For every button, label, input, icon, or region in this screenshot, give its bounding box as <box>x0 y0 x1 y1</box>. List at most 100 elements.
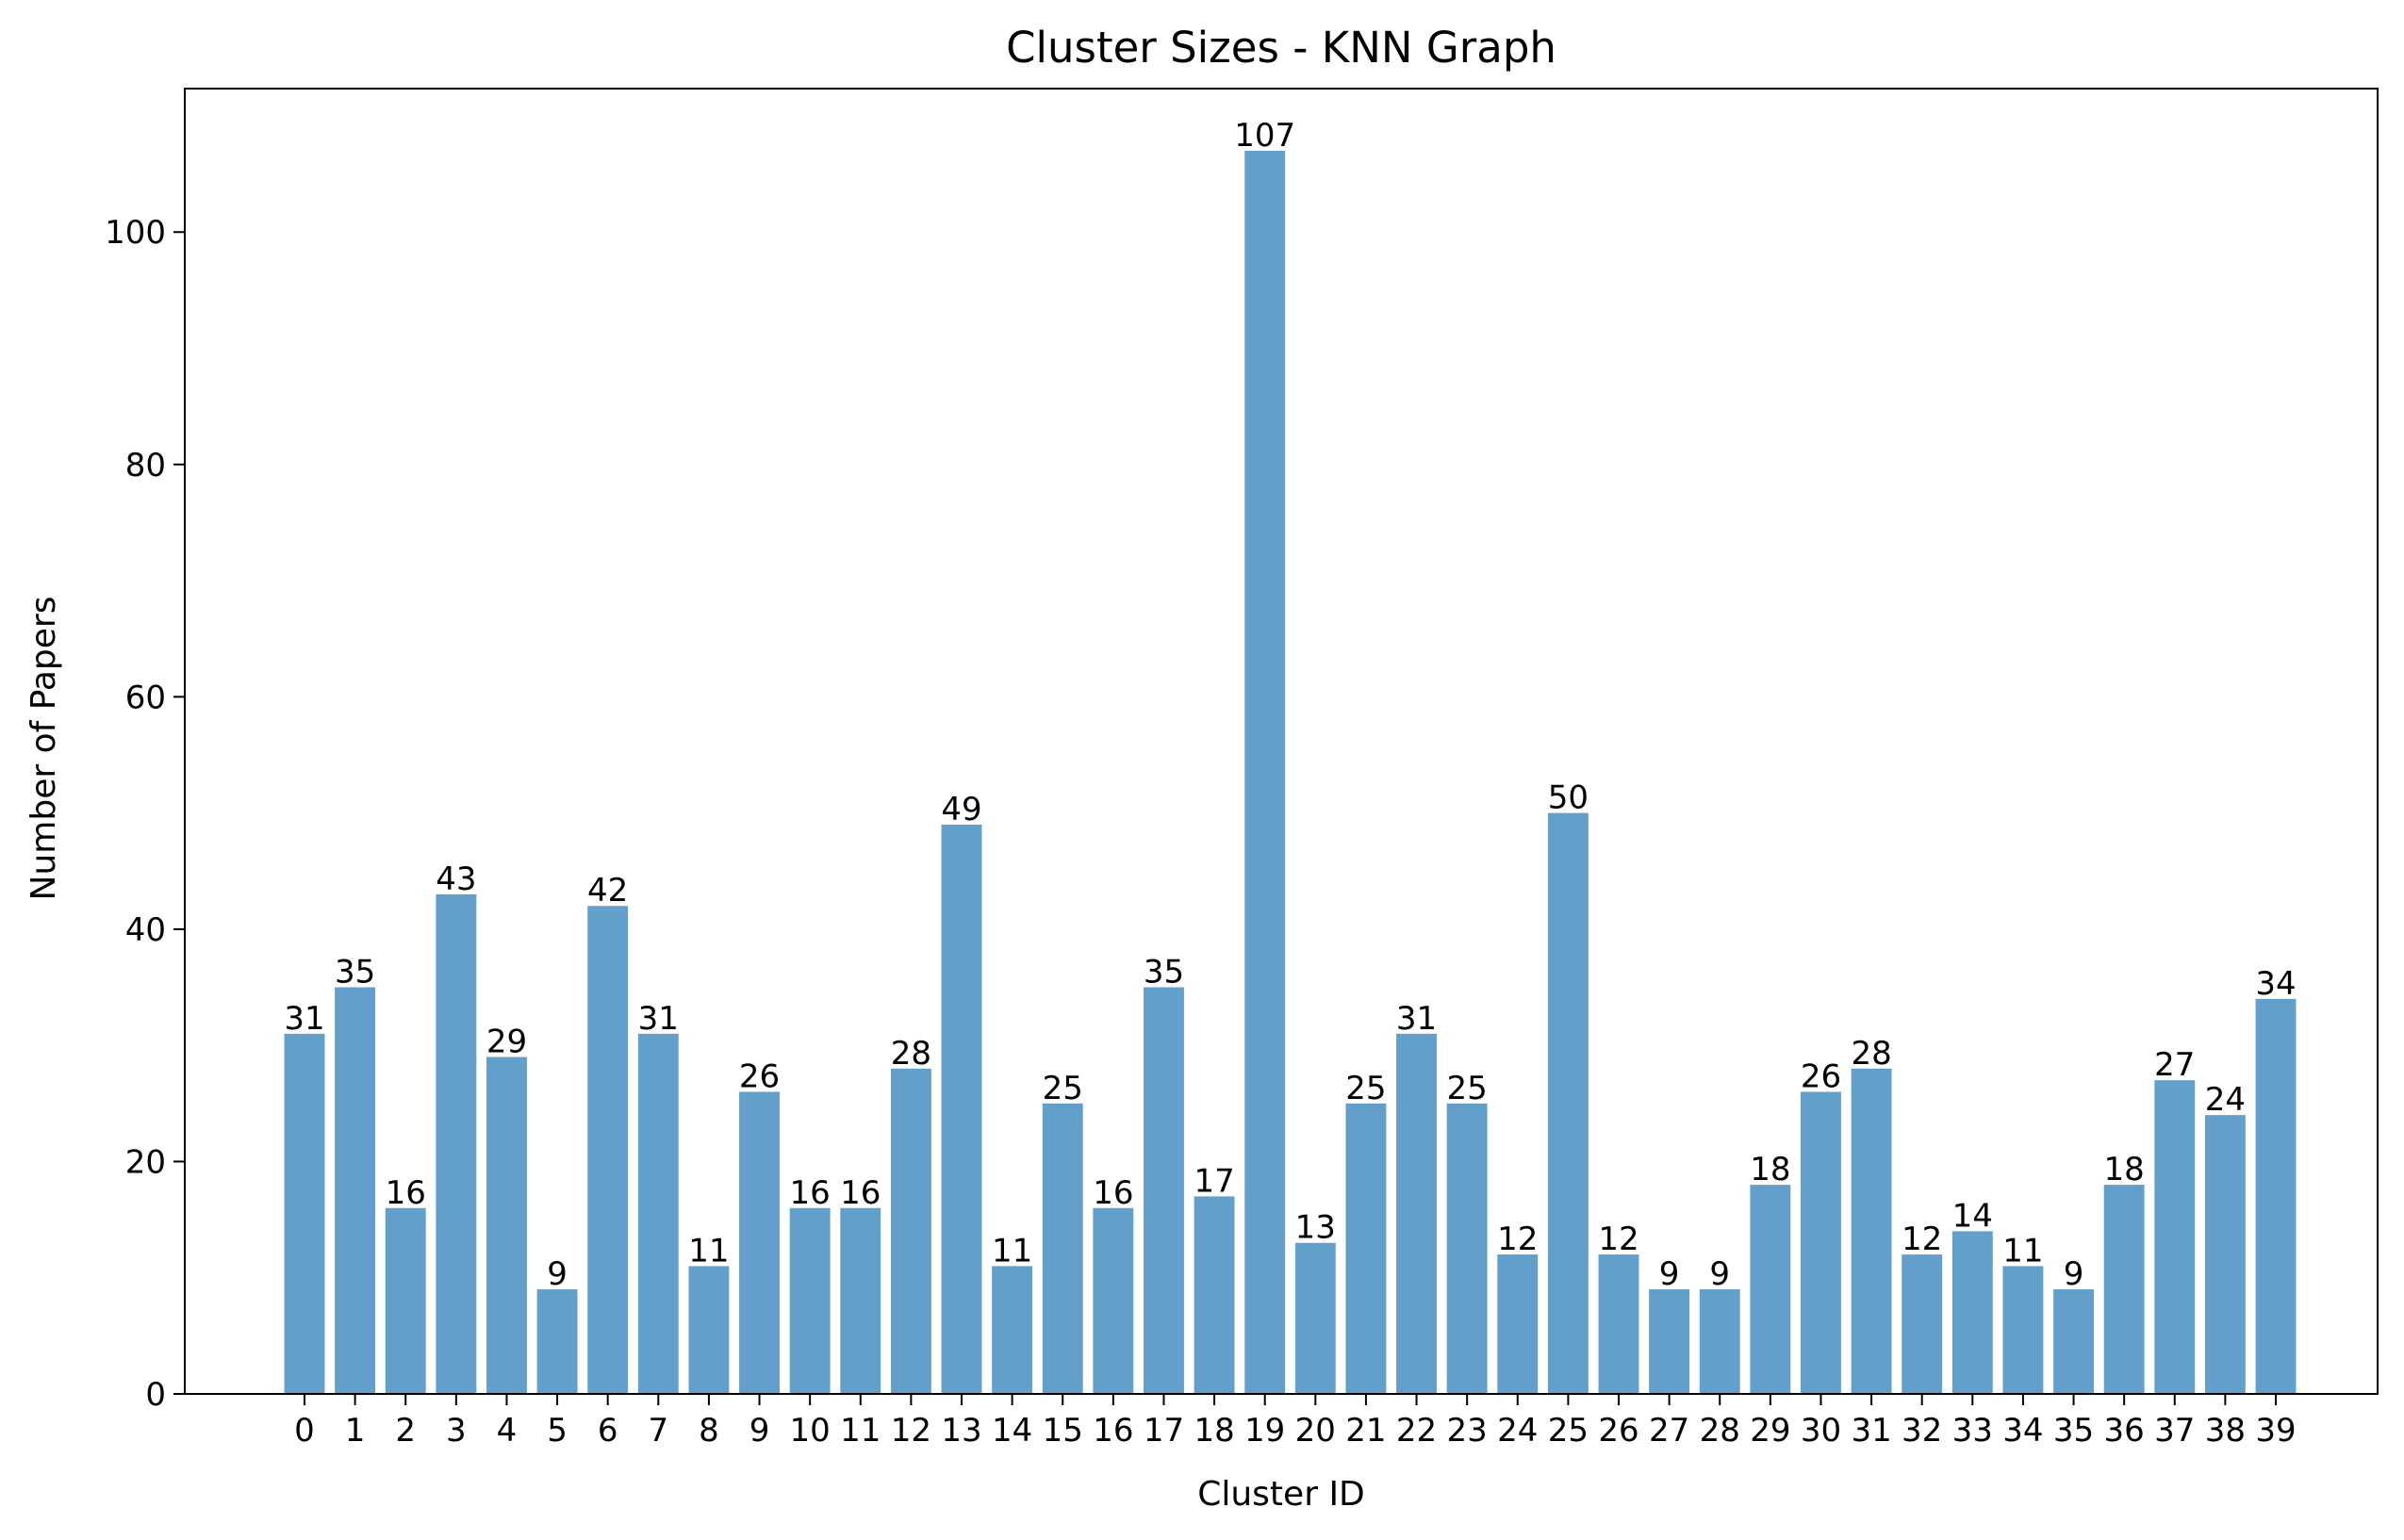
x-tick-label-26: 26 <box>1598 1412 1638 1450</box>
x-tick-label-12: 12 <box>891 1412 931 1450</box>
y-tick-label-100: 100 <box>105 214 166 252</box>
x-tick-label-36: 36 <box>2104 1412 2145 1450</box>
bar-9 <box>739 1091 780 1394</box>
data-label-16: 16 <box>1093 1174 1133 1212</box>
bar-19 <box>1244 150 1286 1394</box>
data-label-32: 12 <box>1902 1221 1942 1258</box>
bar-25 <box>1547 812 1589 1394</box>
x-tick-label-3: 3 <box>446 1412 467 1450</box>
bar-6 <box>587 906 629 1394</box>
data-label-28: 9 <box>1709 1255 1730 1293</box>
data-label-37: 27 <box>2154 1046 2195 1084</box>
y-axis-ticks: 0 20 40 60 80 100 <box>105 214 185 1414</box>
bar-36 <box>2103 1185 2145 1394</box>
data-label-24: 12 <box>1497 1221 1538 1258</box>
data-label-21: 25 <box>1345 1070 1386 1107</box>
bar-17 <box>1144 987 1184 1394</box>
bar-22 <box>1396 1033 1437 1394</box>
data-label-12: 28 <box>891 1035 931 1073</box>
bar-38 <box>2204 1115 2246 1394</box>
data-label-39: 34 <box>2255 965 2296 1003</box>
bar-23 <box>1446 1103 1488 1394</box>
x-tick-label-7: 7 <box>648 1412 668 1450</box>
x-tick-label-13: 13 <box>941 1412 981 1450</box>
x-tick-label-1: 1 <box>345 1412 366 1450</box>
data-label-8: 11 <box>688 1232 729 1270</box>
x-tick-label-31: 31 <box>1851 1412 1891 1450</box>
data-label-0: 31 <box>284 1000 324 1038</box>
bar-10 <box>789 1207 831 1394</box>
bar-2 <box>385 1207 426 1394</box>
data-label-34: 11 <box>2002 1232 2043 1270</box>
bar-35 <box>2053 1289 2094 1394</box>
data-label-5: 9 <box>547 1255 568 1293</box>
bar-33 <box>1951 1231 1993 1394</box>
data-label-9: 26 <box>739 1057 780 1095</box>
data-label-27: 9 <box>1659 1255 1680 1293</box>
data-label-19: 107 <box>1234 117 1295 155</box>
data-label-1: 35 <box>335 954 375 991</box>
x-tick-label-16: 16 <box>1093 1412 1133 1450</box>
x-tick-label-24: 24 <box>1497 1412 1538 1450</box>
x-tick-label-5: 5 <box>547 1412 568 1450</box>
bar-16 <box>1093 1207 1134 1394</box>
bar-0 <box>284 1033 325 1394</box>
x-tick-label-8: 8 <box>699 1412 719 1450</box>
x-tick-label-38: 38 <box>2205 1412 2246 1450</box>
bar-12 <box>890 1068 931 1394</box>
x-tick-label-17: 17 <box>1144 1412 1184 1450</box>
y-axis-label: Number of Papers <box>25 597 63 901</box>
x-tick-label-35: 35 <box>2053 1412 2094 1450</box>
data-label-20: 13 <box>1295 1209 1336 1247</box>
data-label-13: 49 <box>941 791 981 828</box>
data-label-38: 24 <box>2205 1081 2246 1119</box>
data-label-31: 28 <box>1851 1035 1891 1073</box>
x-tick-label-21: 21 <box>1345 1412 1386 1450</box>
y-tick-label-20: 20 <box>125 1143 166 1181</box>
data-label-14: 11 <box>992 1232 1032 1270</box>
bar-18 <box>1194 1196 1235 1394</box>
x-tick-label-30: 30 <box>1801 1412 1841 1450</box>
x-tick-label-25: 25 <box>1548 1412 1589 1450</box>
x-tick-label-15: 15 <box>1043 1412 1083 1450</box>
bar-13 <box>941 824 982 1394</box>
x-tick-label-14: 14 <box>992 1412 1032 1450</box>
bar-24 <box>1497 1254 1539 1394</box>
data-label-15: 25 <box>1043 1070 1083 1107</box>
bar-21 <box>1345 1103 1387 1394</box>
x-tick-label-32: 32 <box>1902 1412 1942 1450</box>
chart-title: Cluster Sizes - KNN Graph <box>1006 23 1556 73</box>
data-label-29: 18 <box>1750 1151 1790 1188</box>
x-tick-label-22: 22 <box>1396 1412 1437 1450</box>
bars-group <box>284 150 2297 1394</box>
y-tick-label-60: 60 <box>125 679 166 716</box>
x-tick-label-27: 27 <box>1649 1412 1689 1450</box>
x-tick-label-23: 23 <box>1447 1412 1488 1450</box>
bar-28 <box>1699 1289 1740 1394</box>
y-tick-label-0: 0 <box>145 1376 166 1414</box>
data-label-35: 9 <box>2064 1255 2084 1293</box>
bar-7 <box>637 1033 679 1394</box>
x-tick-label-0: 0 <box>294 1412 315 1450</box>
bar-34 <box>2002 1266 2044 1394</box>
x-tick-label-19: 19 <box>1244 1412 1285 1450</box>
y-tick-label-80: 80 <box>125 447 166 484</box>
x-axis-ticks: 0 1 2 3 4 5 6 7 8 9 10 11 12 13 14 15 16 17 18 19 20 21 22 23 24… <box>294 1394 2297 1450</box>
bar-27 <box>1649 1289 1690 1394</box>
x-tick-label-6: 6 <box>598 1412 618 1450</box>
data-label-2: 16 <box>386 1174 426 1212</box>
bar-31 <box>1851 1068 1892 1394</box>
bar-32 <box>1902 1254 1943 1394</box>
data-label-7: 31 <box>638 1000 679 1038</box>
bar-5 <box>536 1289 578 1394</box>
bar-4 <box>486 1057 527 1394</box>
data-label-18: 17 <box>1194 1162 1234 1200</box>
x-tick-label-33: 33 <box>1952 1412 1993 1450</box>
x-tick-label-10: 10 <box>790 1412 831 1450</box>
x-axis-label: Cluster ID <box>1197 1475 1365 1514</box>
data-label-25: 50 <box>1548 779 1589 817</box>
data-label-6: 42 <box>587 872 628 909</box>
x-tick-label-34: 34 <box>2002 1412 2043 1450</box>
